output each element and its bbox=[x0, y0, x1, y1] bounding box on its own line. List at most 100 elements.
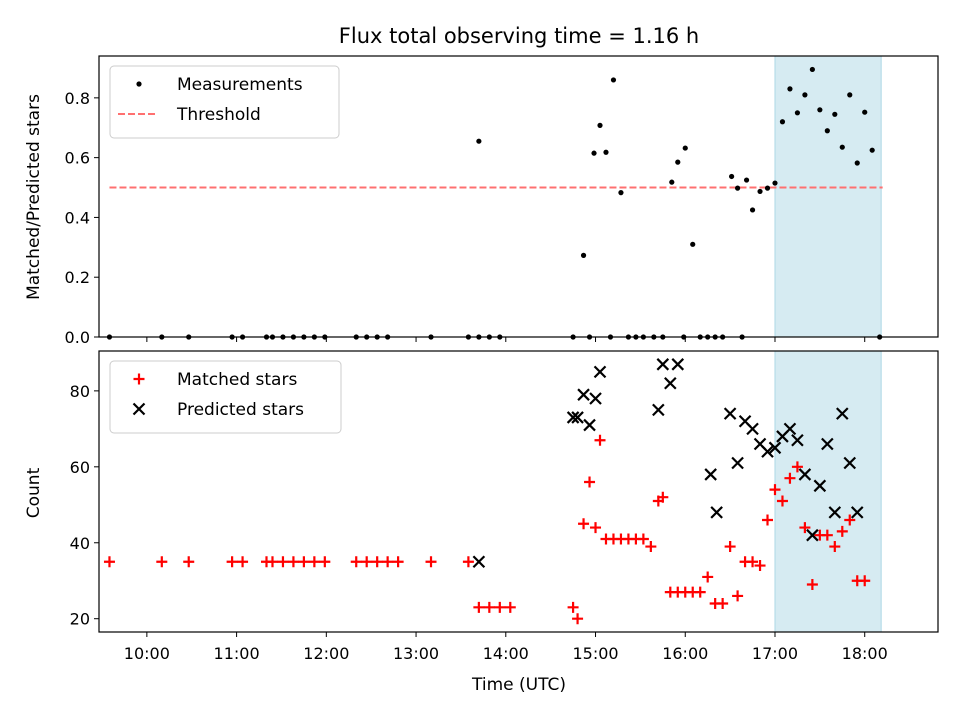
y-tick-label: 20 bbox=[70, 610, 90, 629]
data-point bbox=[425, 556, 437, 568]
data-point bbox=[836, 525, 848, 537]
data-point bbox=[779, 119, 786, 125]
x-axis-label: Time (UTC) bbox=[471, 675, 566, 695]
data-point bbox=[802, 92, 808, 98]
data-point bbox=[583, 418, 596, 432]
data-point bbox=[821, 437, 834, 451]
plot-frame bbox=[98, 55, 939, 338]
data-point bbox=[754, 560, 766, 572]
x-tick-label: 12:00 bbox=[303, 644, 349, 663]
data-point bbox=[798, 468, 812, 481]
data-point bbox=[723, 407, 737, 420]
data-point bbox=[809, 66, 815, 73]
data-point bbox=[784, 472, 796, 484]
chart-title: Flux total observing time = 1.16 h bbox=[339, 24, 699, 48]
x-tick-label: 17:00 bbox=[752, 644, 798, 663]
ratio-panel: 0.0 0.2 0.4 0.6 0.8 Measurements Threshold bbox=[65, 55, 939, 347]
data-point bbox=[787, 86, 793, 92]
data-point bbox=[591, 150, 597, 156]
data-point bbox=[844, 514, 856, 526]
data-point bbox=[761, 445, 774, 458]
data-point bbox=[821, 529, 833, 541]
data-point bbox=[749, 207, 756, 213]
series-matched-stars bbox=[103, 434, 871, 625]
data-point bbox=[578, 518, 590, 530]
x-tick-label: 16:00 bbox=[662, 644, 708, 663]
data-point bbox=[743, 177, 750, 183]
data-point bbox=[806, 579, 818, 591]
data-point bbox=[764, 185, 771, 191]
data-point bbox=[462, 556, 474, 568]
data-point bbox=[806, 528, 819, 542]
data-point bbox=[645, 541, 657, 553]
data-point bbox=[828, 506, 842, 519]
data-point bbox=[590, 522, 602, 534]
data-point bbox=[266, 556, 278, 568]
data-point bbox=[226, 556, 238, 568]
data-point bbox=[839, 144, 845, 150]
data-point bbox=[594, 434, 606, 446]
y-tick-label: 80 bbox=[70, 382, 90, 401]
data-point bbox=[799, 522, 811, 534]
data-point bbox=[657, 491, 669, 503]
x-tick-label: 18:00 bbox=[842, 644, 888, 663]
data-point bbox=[669, 179, 675, 185]
data-point bbox=[472, 555, 486, 569]
data-point bbox=[494, 601, 506, 613]
data-point bbox=[757, 188, 763, 195]
data-point bbox=[843, 456, 857, 470]
data-point bbox=[690, 241, 696, 247]
data-point bbox=[813, 479, 827, 493]
data-point bbox=[732, 590, 744, 602]
data-point bbox=[869, 147, 875, 153]
data-point bbox=[824, 128, 830, 134]
data-point bbox=[768, 441, 782, 455]
series-predicted-stars bbox=[472, 358, 864, 569]
data-point bbox=[287, 556, 299, 568]
data-point bbox=[572, 613, 584, 625]
data-point bbox=[724, 541, 736, 553]
bottom-y-axis-label: Count bbox=[24, 467, 44, 518]
data-point bbox=[747, 556, 759, 568]
data-point bbox=[850, 506, 864, 519]
data-point bbox=[794, 110, 801, 116]
legend-marker bbox=[132, 402, 146, 416]
data-point bbox=[392, 556, 404, 568]
data-point bbox=[783, 422, 797, 436]
data-point bbox=[183, 556, 195, 568]
plot-frame bbox=[98, 350, 939, 633]
data-point bbox=[656, 358, 670, 371]
data-point bbox=[652, 403, 665, 417]
data-point bbox=[618, 190, 624, 196]
x-tick-label: 10:00 bbox=[124, 644, 170, 663]
data-point bbox=[593, 365, 607, 379]
legend-box bbox=[109, 360, 342, 434]
legend: Measurements Threshold bbox=[109, 65, 340, 139]
data-point bbox=[859, 575, 871, 587]
data-point bbox=[791, 461, 803, 473]
data-point bbox=[237, 556, 249, 568]
y-tick-label: 40 bbox=[70, 534, 90, 553]
x-tick-label: 13:00 bbox=[393, 644, 439, 663]
legend-label: Predicted stars bbox=[177, 400, 304, 420]
data-point bbox=[603, 149, 609, 155]
data-point bbox=[704, 468, 717, 481]
data-point bbox=[710, 506, 723, 519]
legend-marker bbox=[133, 373, 145, 385]
plot-layer: 0.0 0.2 0.4 0.6 0.8 Measurements Threshold 20 40… bbox=[65, 55, 939, 663]
y-tick-label: 0.8 bbox=[65, 89, 90, 108]
data-point bbox=[156, 556, 168, 568]
top-y-axis-label: Matched/Predicted stars bbox=[24, 94, 44, 300]
data-point bbox=[671, 358, 685, 371]
legend-label: Matched stars bbox=[177, 370, 297, 390]
data-point bbox=[762, 514, 774, 526]
legend-label: Measurements bbox=[177, 75, 303, 95]
y-tick-label: 60 bbox=[70, 458, 90, 477]
data-point bbox=[664, 376, 677, 390]
x-tick-label: 11:00 bbox=[214, 644, 260, 663]
data-point bbox=[832, 111, 838, 117]
data-point bbox=[734, 185, 741, 191]
y-tick-label: 0.4 bbox=[65, 208, 90, 227]
data-point bbox=[589, 392, 602, 405]
